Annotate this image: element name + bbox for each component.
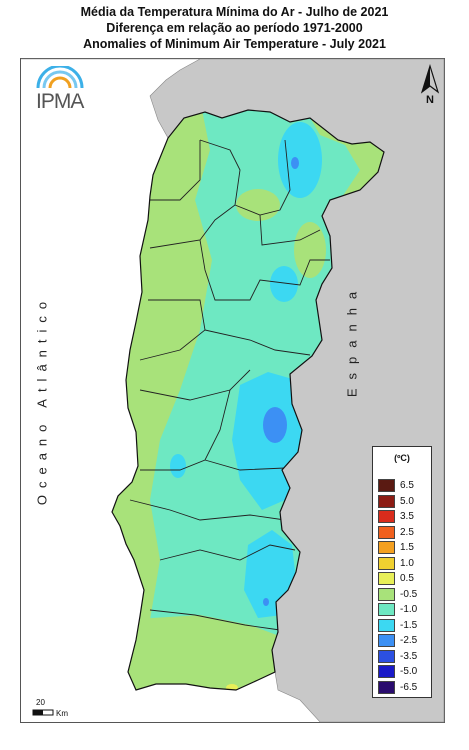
legend-swatch xyxy=(378,665,395,678)
legend-item: 1.0 xyxy=(378,556,430,570)
legend-label: 1.5 xyxy=(400,542,414,553)
legend-item: 5.0 xyxy=(378,494,430,508)
legend-label: 3.5 xyxy=(400,511,414,522)
map-frame xyxy=(20,58,445,723)
legend-swatch xyxy=(378,541,395,554)
legend-label: -1.0 xyxy=(400,604,418,615)
legend-item: 2.5 xyxy=(378,525,430,539)
legend-item: -1.0 xyxy=(378,603,430,616)
title-line-1: Média da Temperatura Mínima do Ar - Julh… xyxy=(80,5,389,19)
legend-item: -0.5 xyxy=(378,587,430,601)
legend-label: 6.5 xyxy=(400,480,414,491)
logo-text: IPMA xyxy=(36,90,84,113)
legend-label: -0.5 xyxy=(400,588,418,600)
legend-swatch xyxy=(378,680,395,694)
ocean-label: Oceano Atlântico xyxy=(34,294,50,506)
legend-label: 5.0 xyxy=(400,495,414,507)
ipma-arc-logo-icon xyxy=(36,66,84,89)
legend-swatch xyxy=(378,510,395,523)
legend-label: -2.5 xyxy=(400,635,418,646)
legend-item: 6.5 xyxy=(378,479,430,492)
north-arrow: N xyxy=(418,63,442,112)
legend-label: 2.5 xyxy=(400,526,414,538)
legend-swatch xyxy=(378,603,395,616)
legend-swatch xyxy=(378,587,395,601)
legend-item: -1.5 xyxy=(378,618,430,632)
north-label: N xyxy=(426,94,434,106)
legend-swatch xyxy=(378,572,395,585)
legend-swatch xyxy=(378,525,395,539)
scale-value: 20 xyxy=(36,698,45,707)
legend-item: 3.5 xyxy=(378,510,430,523)
legend-item: -5.0 xyxy=(378,665,430,678)
legend-label: -1.5 xyxy=(400,619,418,631)
legend-item: 0.5 xyxy=(378,572,430,585)
legend-unit: (ºC) xyxy=(394,453,410,463)
north-arrow-icon xyxy=(420,63,440,94)
title-line-3: Anomalies of Minimum Air Temperature - J… xyxy=(83,37,386,51)
scale-bar: 20 Km xyxy=(32,698,92,722)
map-title: Média da Temperatura Mínima do Ar - Julh… xyxy=(0,4,469,52)
legend-item: -2.5 xyxy=(378,634,430,647)
ipma-logo: IPMA xyxy=(32,66,92,116)
legend-label: -6.5 xyxy=(400,681,418,693)
legend: (ºC) 6.5 5.0 3.5 2.5 1.5 1.0 0.5 -0.5 -1.0 -1.5 -2… xyxy=(372,446,432,698)
legend-swatch xyxy=(378,618,395,632)
country-label: Espanha xyxy=(344,282,360,398)
legend-item: -6.5 xyxy=(378,680,430,694)
legend-swatch xyxy=(378,479,395,492)
legend-swatch xyxy=(378,556,395,570)
legend-label: -3.5 xyxy=(400,650,418,662)
scale-unit: Km xyxy=(56,709,68,718)
legend-label: -5.0 xyxy=(400,666,418,677)
legend-item: 1.5 xyxy=(378,541,430,554)
legend-label: 1.0 xyxy=(400,557,414,569)
legend-item: -3.5 xyxy=(378,649,430,663)
scale-bar-graphic xyxy=(32,709,54,716)
legend-swatch xyxy=(378,649,395,663)
legend-swatch xyxy=(378,494,395,508)
legend-label: 0.5 xyxy=(400,573,414,584)
title-line-2: Diferença em relação ao período 1971-200… xyxy=(106,21,363,35)
legend-swatch xyxy=(378,634,395,647)
